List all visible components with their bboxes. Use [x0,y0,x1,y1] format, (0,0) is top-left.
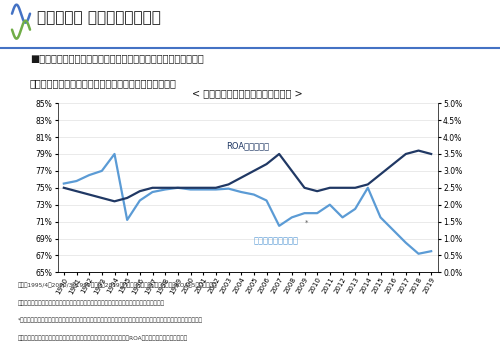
Text: 労働分配率（左軸）: 労働分配率（左軸） [254,237,299,246]
Text: ROA　（右軸）: ROA （右軸） [226,142,269,151]
Title: < 総資産利益率と労働分配率の推移 >: < 総資産利益率と労働分配率の推移 > [192,88,303,98]
Text: 期間：1995/4～2020/3（1990年度から2019年度の日本企業の労働分配率およびROAの5年移動平均）: 期間：1995/4～2020/3（1990年度から2019年度の日本企業の労働分… [18,282,217,288]
Text: ■企業の総資産利益率は低いレベルを何とかキープしているが、: ■企業の総資産利益率は低いレベルを何とかキープしているが、 [30,53,204,63]
Text: 「なにか」 がおかしい（２）: 「なにか」 がおかしい（２） [37,10,161,25]
Text: それも労働分配率を削って達成しているに過ぎない。: それも労働分配率を削って達成しているに過ぎない。 [30,79,176,89]
Text: *労働分配率＝人件費付加価値（ただし付加価値＝人件費＋支払利息等＋動産・不動産賃借料＋租税公課＋営業純益。: *労働分配率＝人件費付加価値（ただし付加価値＝人件費＋支払利息等＋動産・不動産賃… [18,318,202,323]
Text: 人件費＝役員給与＋役員賞与＋従業員給与＋従業員賞与＋福利厉生費　ROAは総資本営業利益率とする。: 人件費＝役員給与＋役員賞与＋従業員給与＋従業員賞与＋福利厉生費 ROAは総資本営… [18,335,187,341]
Text: 出所：財務省法人企業統計調査を元にみさき投資作成。分析対象は全産業（除く金融保険業）: 出所：財務省法人企業統計調査を元にみさき投資作成。分析対象は全産業（除く金融保険… [18,300,165,305]
Text: *: * [304,220,308,226]
